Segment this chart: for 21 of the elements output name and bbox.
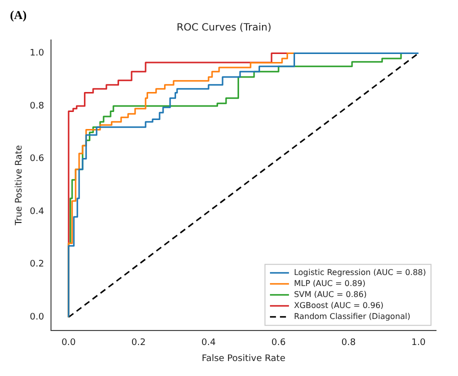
text: (A)	[10, 8, 27, 22]
chart-title: ROC Curves (Train)	[176, 22, 272, 34]
y-axis-title: True Positive Rate	[14, 144, 25, 226]
y-tick-label: 0.6	[30, 154, 44, 164]
x-tick-label: 0.0	[61, 338, 76, 348]
x-axis-title: False Positive Rate	[202, 354, 286, 364]
x-tick-label: 0.4	[201, 338, 216, 348]
y-tick-label: 0.8	[30, 101, 44, 112]
x-tick-label: 0.6	[271, 338, 286, 348]
x-tick-label: 0.8	[341, 338, 356, 348]
legend-label: Logistic Regression (AUC = 0.88)	[294, 268, 426, 277]
y-tick-label: 0.2	[30, 260, 44, 270]
x-tick-label: 0.2	[131, 338, 146, 348]
y-tick-label: 0.4	[30, 206, 44, 217]
y-tick-label: 1.0	[30, 48, 44, 59]
y-tick-label: 0.0	[30, 312, 44, 323]
x-tick-label: 1.0	[411, 338, 426, 348]
legend-label: XGBoost (AUC = 0.96)	[294, 300, 384, 310]
legend-label: Random Classifier (Diagonal)	[294, 312, 410, 321]
legend-label: MLP (AUC = 0.89)	[294, 278, 366, 288]
legend-label: SVM (AUC = 0.86)	[294, 290, 367, 299]
